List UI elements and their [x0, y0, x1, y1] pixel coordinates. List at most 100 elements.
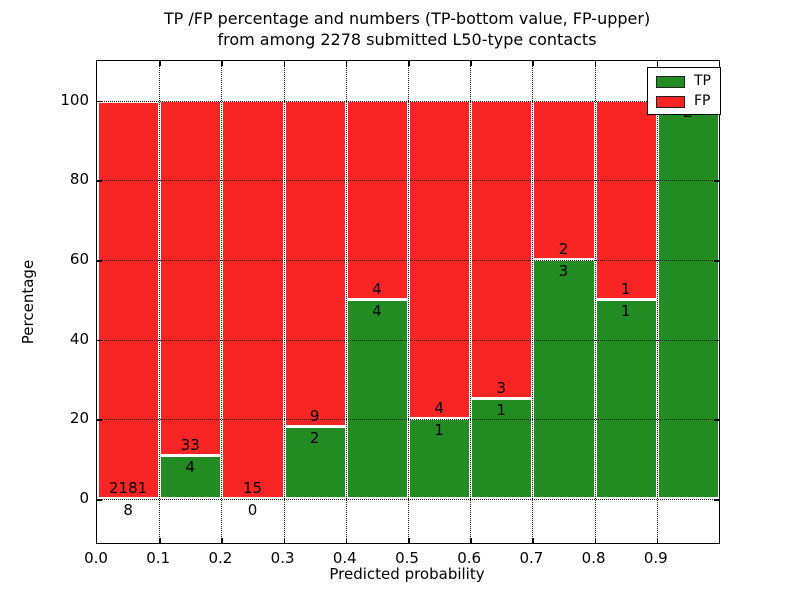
tp-bar-segment	[408, 418, 472, 499]
fp-bar-segment	[159, 99, 223, 456]
legend-entry-fp: FP	[656, 94, 711, 109]
x-tick-label: 0.4	[332, 549, 357, 567]
fp-count-label: 4	[434, 399, 444, 418]
fp-count-label: 15	[242, 479, 263, 497]
y-tick-label: 0	[79, 489, 89, 507]
tp-bar-segment	[594, 298, 658, 499]
y-tick-mark	[714, 180, 719, 182]
tp-count-label: 0	[247, 501, 258, 519]
y-tick-mark	[714, 339, 719, 342]
plot-canvas: 218183341509244413123112	[97, 61, 719, 543]
y-tick-label: 80	[69, 170, 89, 189]
fp-bar-segment	[97, 101, 161, 499]
x-tick-mark	[221, 61, 223, 66]
fp-count-label: 3	[496, 379, 507, 398]
fp-bar-segment	[470, 99, 534, 400]
tp-count-label: 3	[558, 262, 569, 281]
fp-bar-segment	[221, 99, 285, 499]
tp-bar-segment	[656, 99, 719, 499]
vertical-gridline	[221, 61, 223, 543]
x-tick-label: 0.9	[643, 549, 668, 567]
fp-legend-swatch	[656, 95, 685, 108]
y-tick-label: 40	[69, 329, 89, 348]
y-tick-mark	[97, 180, 102, 182]
x-tick-mark	[470, 538, 472, 543]
plot-area: 218183341509244413123112 TP FP	[96, 60, 721, 544]
chart-title-line2: from among 2278 submitted L50-type conta…	[217, 30, 597, 49]
x-tick-mark	[656, 538, 659, 543]
tp-count-label: 2	[309, 428, 320, 447]
fp-bar-segment	[283, 99, 347, 427]
tp-count-label: 8	[123, 501, 133, 519]
y-tick-label: 20	[69, 409, 89, 428]
fp-count-label: 4	[372, 279, 382, 298]
x-tick-mark	[283, 61, 286, 66]
y-tick-mark	[97, 100, 102, 103]
y-tick-label: 60	[69, 250, 89, 269]
x-tick-mark	[159, 61, 161, 66]
y-tick-mark	[714, 260, 719, 262]
vertical-gridline	[159, 61, 161, 543]
legend: TP FP	[647, 67, 721, 115]
x-tick-label: 0.7	[519, 549, 544, 567]
vertical-gridline	[532, 61, 534, 543]
x-tick-mark	[408, 538, 410, 543]
y-tick-mark	[714, 419, 719, 421]
y-tick-mark	[97, 419, 102, 421]
x-tick-label: 0.5	[395, 549, 419, 567]
fp-count-label: 1	[620, 279, 631, 298]
x-tick-label: 0.6	[457, 549, 482, 567]
y-tick-mark	[97, 499, 102, 501]
vertical-gridline	[345, 61, 347, 543]
x-tick-mark	[594, 538, 597, 543]
tp-bar-segment	[283, 425, 347, 499]
x-tick-mark	[283, 538, 286, 543]
x-tick-label: 0.0	[84, 549, 108, 567]
fp-legend-label: FP	[694, 93, 711, 109]
tp-count-label: 1	[620, 301, 631, 320]
x-tick-label: 0.8	[581, 549, 606, 567]
x-axis-label: Predicted probability	[329, 565, 485, 583]
tp-bar-segment	[532, 259, 596, 499]
vertical-gridline	[408, 61, 409, 543]
x-tick-mark	[594, 61, 597, 66]
vertical-gridline	[283, 61, 285, 543]
x-tick-mark	[159, 538, 161, 543]
x-tick-mark	[345, 61, 348, 66]
x-tick-mark	[470, 61, 472, 66]
horizontal-gridline	[97, 180, 719, 182]
fp-count-label: 33	[180, 435, 200, 454]
y-tick-mark	[714, 499, 719, 501]
fp-count-label: 2	[558, 240, 569, 259]
x-tick-label: 0.1	[146, 549, 171, 567]
y-axis-label: Percentage	[19, 259, 37, 345]
tp-bar-segment	[345, 298, 409, 499]
tp-count-label: 4	[185, 457, 196, 476]
x-tick-label: 0.3	[270, 549, 295, 567]
x-tick-label: 0.2	[208, 549, 233, 567]
horizontal-gridline	[97, 260, 719, 262]
y-tick-mark	[97, 339, 102, 342]
x-tick-mark	[532, 538, 534, 543]
y-tick-label: 100	[60, 90, 89, 109]
fp-bar-segment	[345, 99, 409, 300]
x-tick-mark	[532, 61, 534, 66]
horizontal-gridline	[97, 100, 719, 102]
horizontal-gridline	[97, 499, 719, 500]
tp-bar-segment	[470, 398, 534, 499]
x-tick-mark	[408, 61, 410, 66]
tp-legend-swatch	[656, 75, 685, 88]
fp-bar-segment	[594, 99, 658, 300]
horizontal-gridline	[97, 339, 719, 341]
x-tick-mark	[656, 61, 659, 66]
tp-count-label: 1	[496, 401, 507, 420]
tp-count-label: 4	[372, 301, 382, 320]
legend-entry-tp: TP	[656, 74, 711, 89]
fp-count-label: 2181	[109, 479, 148, 497]
vertical-gridline	[594, 61, 596, 543]
chart-title: TP /FP percentage and numbers (TP-bottom…	[96, 8, 718, 50]
fp-count-label: 9	[309, 406, 320, 425]
vertical-gridline	[470, 61, 472, 543]
x-tick-mark	[221, 538, 223, 543]
